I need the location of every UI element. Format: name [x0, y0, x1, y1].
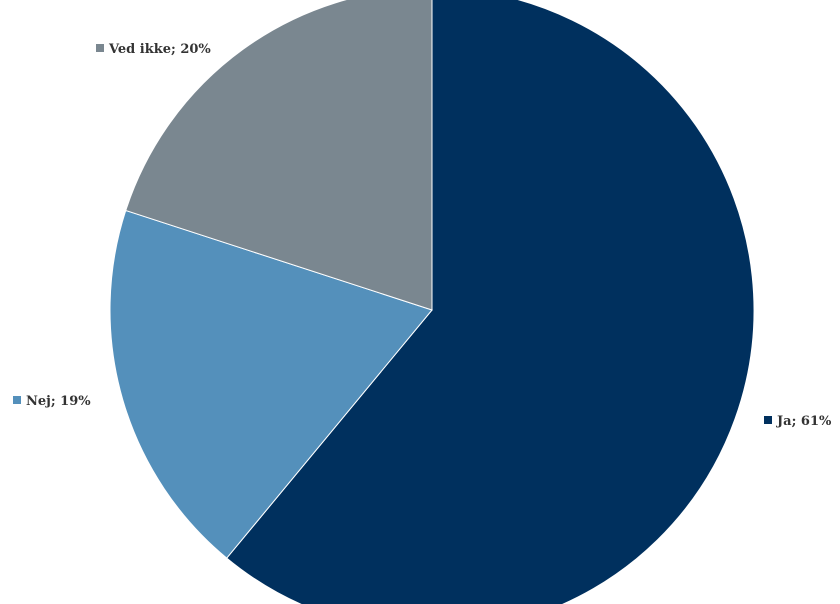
slice-label-nej: Nej; 19%	[13, 394, 91, 409]
pie-slice-nej	[109, 209, 433, 559]
slice-label-text: Nej; 19%	[26, 394, 91, 409]
slice-label-text: Ved ikke; 20%	[108, 42, 211, 57]
legend-swatch	[13, 396, 21, 404]
legend-swatch	[96, 44, 104, 52]
pie-slice-ja	[226, 0, 755, 604]
legend-swatch	[764, 416, 772, 424]
slice-labels: Ja; 61% Nej; 19% Ved ikke; 20%	[13, 42, 832, 429]
slice-label-text: Ja; 61%	[776, 414, 832, 429]
pie-slices	[109, 0, 755, 604]
slice-label-ja: Ja; 61%	[764, 414, 832, 429]
pie-slice-ved-ikke	[125, 0, 433, 311]
slice-label-ved-ikke: Ved ikke; 20%	[96, 42, 211, 57]
